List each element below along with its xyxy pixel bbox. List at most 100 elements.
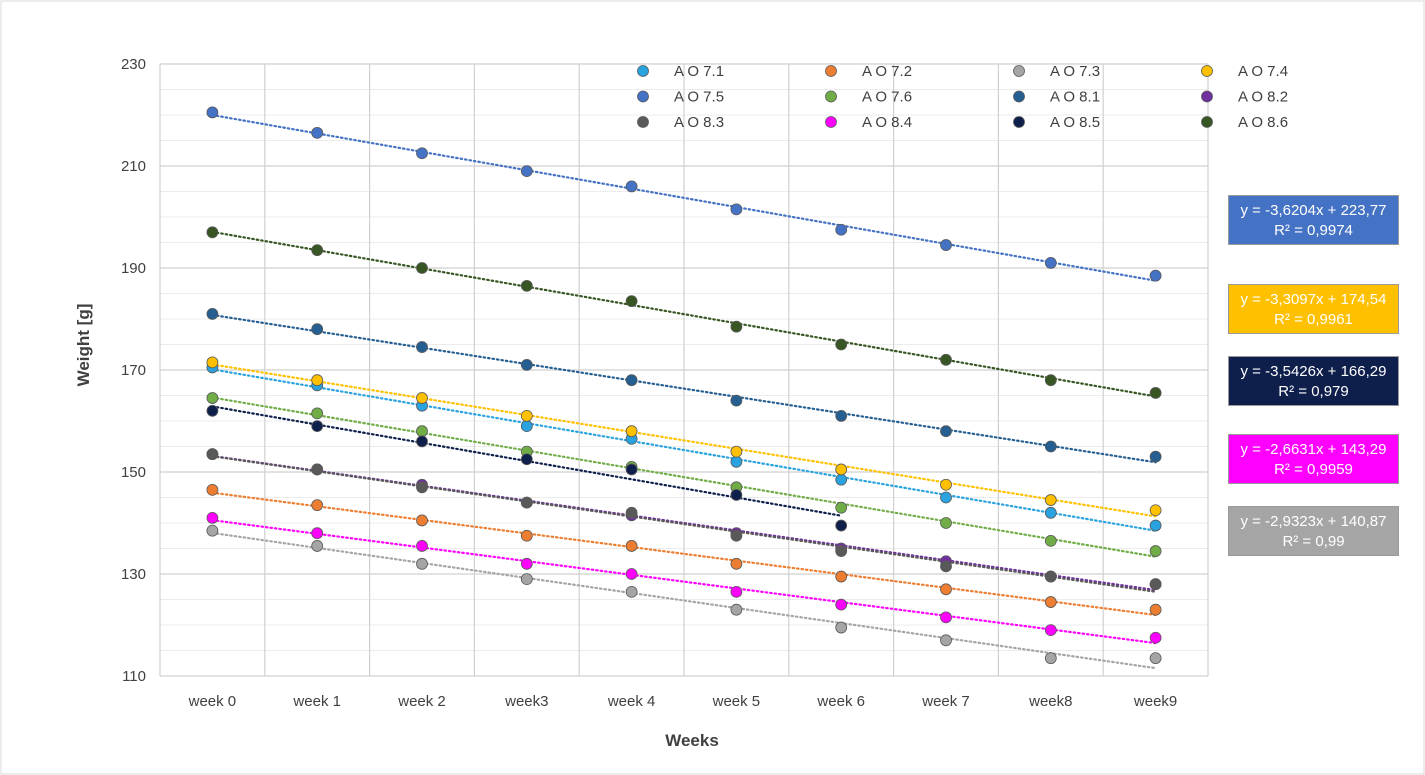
trend-r2: R² = 0,99 — [1282, 533, 1345, 550]
data-point — [940, 353, 952, 366]
data-point — [625, 180, 638, 193]
y-tick-label: 150 — [121, 464, 146, 481]
data-point — [416, 481, 428, 494]
data-point — [416, 147, 428, 160]
data-point — [311, 499, 324, 512]
legend-marker — [825, 90, 837, 103]
data-point — [730, 320, 743, 333]
data-point — [416, 557, 428, 570]
legend-entry: A O 8.6 — [1238, 114, 1288, 131]
data-point — [625, 568, 638, 580]
data-point — [1044, 596, 1057, 608]
legend-marker — [637, 116, 649, 128]
data-point — [520, 573, 533, 585]
data-point — [1149, 504, 1162, 517]
data-point — [940, 583, 952, 596]
data-point — [835, 463, 848, 476]
data-point — [311, 463, 324, 476]
trend-equation: y = -3,3097x + 174,54 — [1240, 291, 1387, 308]
legend-marker — [1013, 116, 1025, 128]
trendline — [211, 455, 1157, 593]
data-point — [835, 409, 848, 422]
y-tick-label: 210 — [121, 158, 146, 175]
data-point — [730, 445, 743, 458]
data-point — [730, 394, 743, 407]
data-point — [311, 540, 324, 552]
data-point — [940, 560, 952, 573]
trend-equation: y = -2,6631x + 143,29 — [1240, 441, 1387, 458]
data-point — [730, 489, 743, 501]
data-point — [940, 634, 952, 647]
data-point — [416, 540, 428, 552]
legend-marker — [1201, 90, 1213, 103]
data-point — [625, 295, 638, 308]
trendline — [211, 491, 1157, 617]
data-point — [1149, 269, 1162, 282]
data-point — [311, 374, 324, 387]
data-point — [940, 517, 952, 529]
x-tick-label: week 0 — [188, 693, 237, 710]
data-point — [730, 529, 743, 542]
data-points — [206, 106, 1162, 665]
trend-annotation-1: y = -3,6204x + 223,77 R² = 0,9974 — [1228, 195, 1399, 245]
data-point — [520, 557, 533, 570]
trend-r2: R² = 0,9961 — [1274, 311, 1353, 328]
data-point — [1149, 578, 1162, 591]
data-point — [1044, 440, 1057, 453]
data-point — [835, 223, 848, 236]
data-point — [940, 491, 952, 504]
data-point — [206, 512, 219, 524]
data-point — [416, 425, 428, 438]
legend-entry: A O 7.6 — [862, 89, 912, 106]
data-point — [1044, 494, 1057, 506]
tick-labels: 110 130 150 170 190 210 230 week 0 week 1 week 2 w… — [121, 56, 1177, 710]
trend-r2: R² = 0,9959 — [1274, 461, 1353, 478]
data-point — [206, 106, 219, 119]
data-point — [1044, 624, 1057, 636]
trend-r2: R² = 0,979 — [1278, 383, 1349, 400]
data-point — [1149, 545, 1162, 557]
data-point — [206, 356, 219, 369]
data-point — [1044, 506, 1057, 519]
data-point — [1044, 652, 1057, 665]
data-point — [520, 165, 533, 178]
data-point — [940, 611, 952, 624]
legend-marker — [1013, 65, 1025, 77]
data-point — [311, 126, 324, 139]
trend-equation: y = -2,9323x + 140,87 — [1240, 513, 1387, 530]
data-point — [206, 483, 219, 496]
data-point — [730, 557, 743, 570]
legend: A O 7.1 A O 7.2 A O 7.3 A O 7.4 A O 7.5 A O 7… — [637, 63, 1288, 131]
data-point — [311, 407, 324, 420]
data-point — [1044, 534, 1057, 547]
trend-annotation-4: y = -2,6631x + 143,29 R² = 0,9959 — [1228, 434, 1399, 484]
data-point — [311, 527, 324, 540]
data-point — [1149, 450, 1162, 463]
data-point — [206, 404, 219, 417]
trendlines — [211, 113, 1157, 670]
data-point — [1044, 374, 1057, 387]
trend-annotation-2: y = -3,3097x + 174,54 R² = 0,9961 — [1228, 284, 1399, 334]
trendline — [211, 230, 1157, 398]
data-point — [1149, 387, 1162, 399]
data-point — [311, 420, 324, 433]
legend-entry: A O 8.5 — [1050, 114, 1100, 131]
legend-marker — [1201, 65, 1213, 77]
data-point — [835, 473, 848, 486]
trendline — [211, 113, 1157, 282]
trend-equation: y = -3,6204x + 223,77 — [1240, 202, 1387, 219]
legend-entry: A O 8.3 — [674, 114, 724, 131]
legend-marker — [1013, 90, 1025, 103]
data-point — [1044, 256, 1057, 269]
data-point — [1149, 519, 1162, 532]
data-point — [940, 425, 952, 438]
data-point — [835, 338, 848, 351]
trendline — [211, 363, 1157, 518]
data-point — [1149, 631, 1162, 644]
trendline — [211, 368, 1157, 532]
data-point — [1044, 570, 1057, 583]
data-point — [416, 392, 428, 404]
data-point — [730, 603, 743, 616]
